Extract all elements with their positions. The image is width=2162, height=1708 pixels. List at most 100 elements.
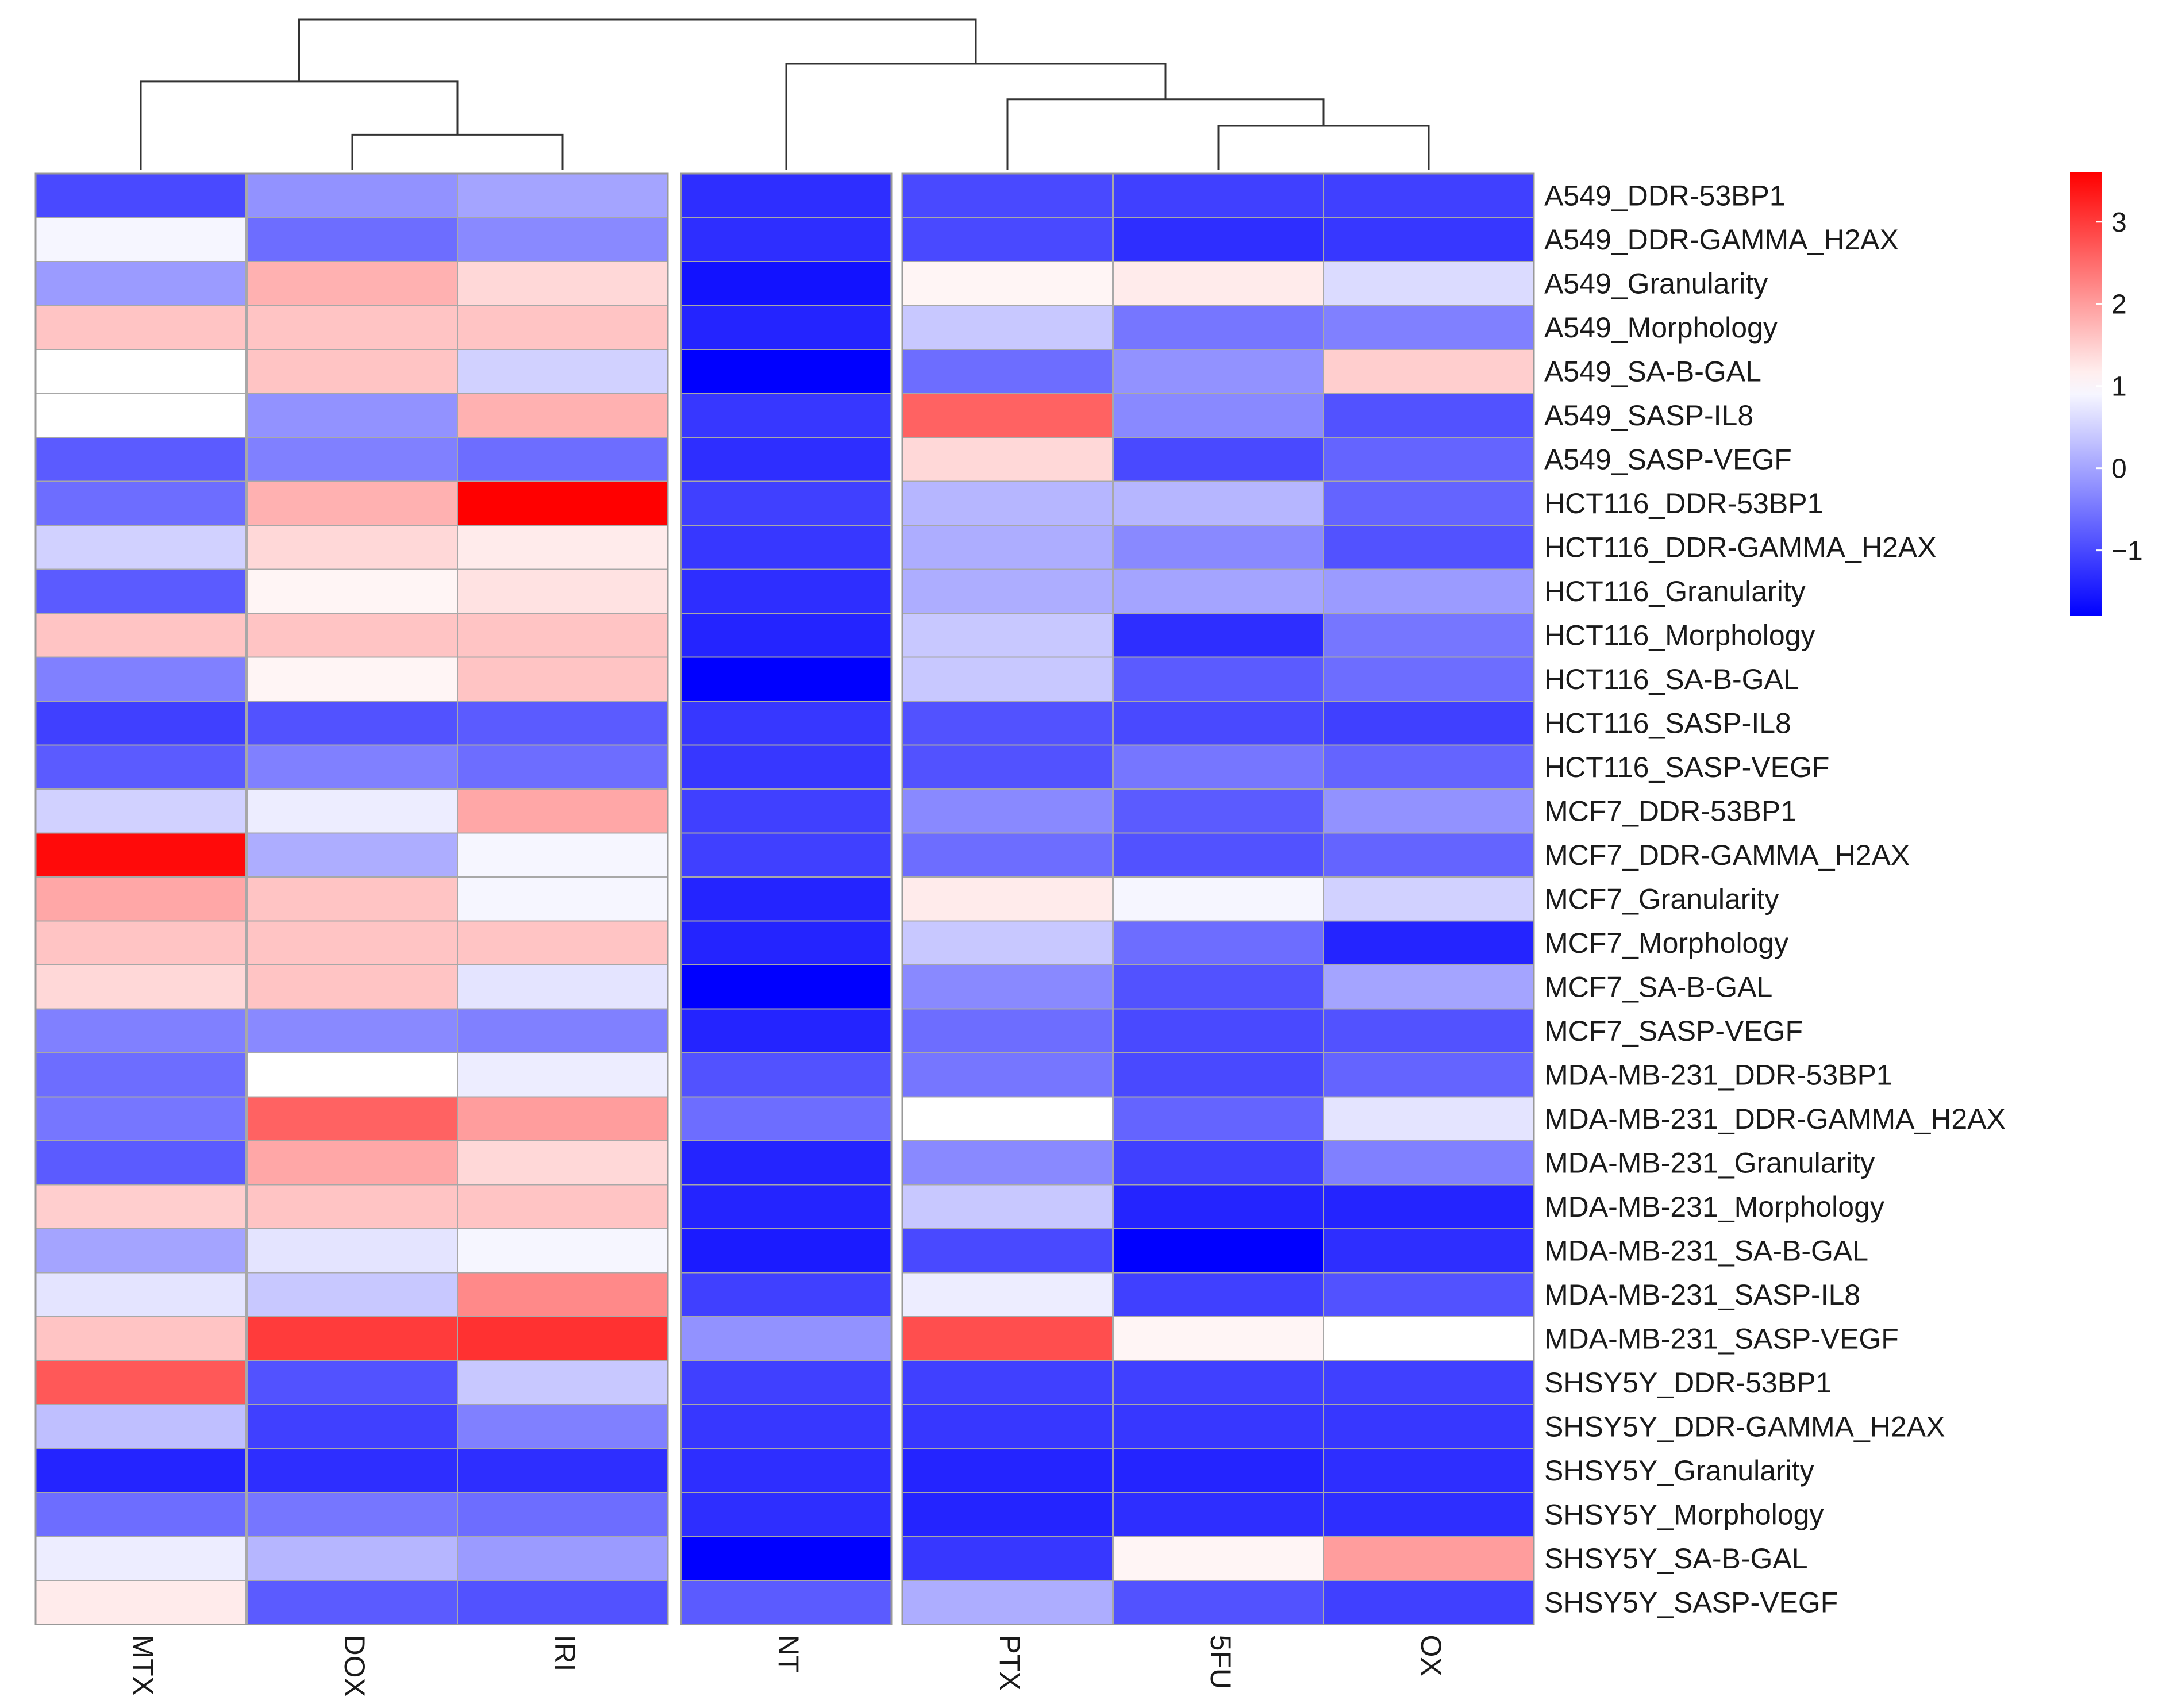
heatmap-cell xyxy=(35,876,247,922)
heatmap-cell xyxy=(457,1052,668,1098)
legend-tick-label: 0 xyxy=(2111,454,2127,484)
row-label: MCF7_SA-B-GAL xyxy=(1544,971,1772,1003)
heatmap-cell xyxy=(1323,964,1534,1010)
heatmap-cell xyxy=(247,525,458,570)
heatmap-cell xyxy=(680,876,892,922)
heatmap-cell xyxy=(35,1140,247,1186)
heatmap-cell xyxy=(457,744,668,790)
heatmap-cell xyxy=(902,876,1113,922)
heatmap-cell xyxy=(35,832,247,878)
heatmap-cell xyxy=(35,1404,247,1449)
heatmap-cell xyxy=(457,1140,668,1186)
heatmap-cell xyxy=(247,701,458,746)
heatmap-cell xyxy=(902,1052,1113,1098)
heatmap-cell xyxy=(902,1448,1113,1493)
heatmap-cell xyxy=(680,1008,892,1053)
column-label: IRI xyxy=(549,1635,581,1672)
heatmap-cell xyxy=(1323,920,1534,965)
heatmap-cell xyxy=(1323,1448,1534,1493)
heatmap-cell xyxy=(247,876,458,922)
row-label: SHSY5Y_SA-B-GAL xyxy=(1544,1542,1808,1575)
heatmap-cell xyxy=(902,656,1113,702)
heatmap-cell xyxy=(35,656,247,702)
heatmap-cell xyxy=(35,568,247,614)
row-label: A549_Granularity xyxy=(1544,267,1768,299)
heatmap-cell xyxy=(680,1536,892,1581)
heatmap-cell xyxy=(680,525,892,570)
heatmap-cell xyxy=(247,305,458,350)
heatmap-cell xyxy=(680,305,892,350)
heatmap-cell xyxy=(680,217,892,262)
heatmap-cell xyxy=(1113,1448,1324,1493)
dendrogram-link xyxy=(1006,98,1325,170)
heatmap-cell xyxy=(457,261,668,306)
heatmap-cell xyxy=(902,305,1113,350)
row-label: MCF7_SASP-VEGF xyxy=(1544,1015,1803,1047)
heatmap-cell xyxy=(1323,1492,1534,1537)
heatmap-cell xyxy=(1113,701,1324,746)
heatmap-cell xyxy=(1323,876,1534,922)
heatmap-cell xyxy=(457,1404,668,1449)
heatmap-cell xyxy=(35,1580,247,1625)
heatmap-cell xyxy=(680,437,892,482)
heatmap-cell xyxy=(35,437,247,482)
heatmap-cell xyxy=(680,1316,892,1361)
heatmap-cell xyxy=(1113,1492,1324,1537)
row-label: MCF7_DDR-53BP1 xyxy=(1544,795,1796,827)
heatmap-cell xyxy=(457,1316,668,1361)
heatmap-cell xyxy=(247,1052,458,1098)
heatmap-cell xyxy=(35,480,247,526)
heatmap-cell xyxy=(1113,1272,1324,1317)
heatmap-cell xyxy=(680,964,892,1010)
heatmap-cell xyxy=(247,656,458,702)
heatmap-cell xyxy=(1113,261,1324,306)
heatmap-cell xyxy=(247,1360,458,1405)
heatmap-cell xyxy=(457,788,668,834)
heatmap-cell xyxy=(680,1140,892,1186)
heatmap-cell xyxy=(457,568,668,614)
heatmap-cell xyxy=(680,393,892,438)
heatmap-cell xyxy=(680,613,892,658)
heatmap-cell xyxy=(457,1536,668,1581)
heatmap-cell xyxy=(247,744,458,790)
heatmap-cell xyxy=(1323,1228,1534,1274)
heatmap-cell xyxy=(1323,1096,1534,1141)
heatmap-cell xyxy=(680,788,892,834)
heatmap-cell xyxy=(1113,1228,1324,1274)
heatmap-cell xyxy=(680,261,892,306)
heatmap-cell xyxy=(247,1404,458,1449)
heatmap-cell xyxy=(35,305,247,350)
heatmap-cell xyxy=(902,1272,1113,1317)
heatmap-cell xyxy=(902,1096,1113,1141)
heatmap-cell xyxy=(457,1580,668,1625)
heatmap-cell xyxy=(902,1360,1113,1405)
heatmap-cell xyxy=(1323,393,1534,438)
heatmap-cell xyxy=(247,437,458,482)
heatmap-cell xyxy=(1113,349,1324,394)
row-label: MCF7_Granularity xyxy=(1544,883,1779,915)
heatmap-cell xyxy=(1323,1272,1534,1317)
heatmap-cell xyxy=(35,1448,247,1493)
heatmap-cell xyxy=(1323,437,1534,482)
row-label: SHSY5Y_DDR-GAMMA_H2AX xyxy=(1544,1410,1945,1442)
heatmap-cell xyxy=(902,349,1113,394)
heatmap-cell xyxy=(902,920,1113,965)
legend-tick-label: 2 xyxy=(2111,290,2127,320)
row-label: SHSY5Y_Morphology xyxy=(1544,1498,1824,1530)
heatmap-cell xyxy=(1323,832,1534,878)
heatmap-cell xyxy=(1113,1580,1324,1625)
row-label: HCT116_DDR-GAMMA_H2AX xyxy=(1544,531,1937,563)
heatmap-cell xyxy=(902,1536,1113,1581)
row-label: HCT116_Granularity xyxy=(1544,575,1806,607)
heatmap-cell xyxy=(902,788,1113,834)
heatmap-cell xyxy=(1113,1096,1324,1141)
heatmap-cell xyxy=(35,1316,247,1361)
row-label: HCT116_DDR-53BP1 xyxy=(1544,487,1823,520)
heatmap-cell xyxy=(1323,568,1534,614)
heatmap-cell xyxy=(680,1360,892,1405)
heatmap-cell xyxy=(680,1404,892,1449)
legend-tick-label: −1 xyxy=(2111,536,2143,567)
heatmap-cell xyxy=(457,525,668,570)
heatmap-cell xyxy=(247,393,458,438)
